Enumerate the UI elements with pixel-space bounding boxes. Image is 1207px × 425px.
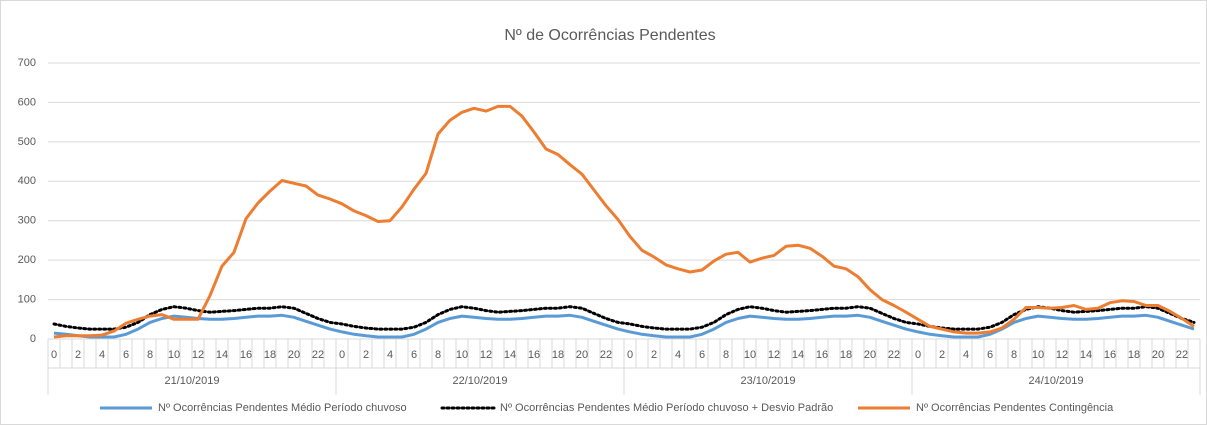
x-tick-label: 0	[915, 349, 921, 361]
y-tick-label: 500	[18, 136, 36, 148]
x-tick-label: 14	[504, 349, 516, 361]
x-tick-label: 2	[363, 349, 369, 361]
legend-label: Nº Ocorrências Pendentes Contingência	[916, 402, 1114, 414]
legend-label: Nº Ocorrências Pendentes Médio Período c…	[158, 402, 407, 414]
x-tick-label: 10	[168, 349, 180, 361]
x-tick-label: 4	[387, 349, 393, 361]
x-tick-label: 2	[651, 349, 657, 361]
x-tick-label: 6	[699, 349, 705, 361]
legend-label: Nº Ocorrências Pendentes Médio Período c…	[500, 402, 833, 414]
x-tick-label: 10	[1032, 349, 1044, 361]
x-tick-label: 4	[963, 349, 969, 361]
x-tick-label: 6	[411, 349, 417, 361]
y-tick-label: 100	[18, 293, 36, 305]
x-group-label: 22/10/2019	[452, 375, 507, 387]
x-tick-label: 6	[123, 349, 129, 361]
x-tick-label: 18	[552, 349, 564, 361]
x-group-label: 24/10/2019	[1028, 375, 1083, 387]
x-tick-label: 22	[600, 349, 612, 361]
y-tick-label: 400	[18, 175, 36, 187]
series-line	[52, 305, 1196, 331]
y-tick-label: 700	[18, 57, 36, 69]
x-tick-label: 20	[576, 349, 588, 361]
x-tick-label: 14	[216, 349, 228, 361]
x-tick-label: 12	[192, 349, 204, 361]
x-tick-label: 4	[675, 349, 681, 361]
x-tick-label: 4	[99, 349, 105, 361]
x-tick-label: 14	[1080, 349, 1092, 361]
x-tick-label: 22	[312, 349, 324, 361]
y-tick-label: 300	[18, 215, 36, 227]
x-tick-label: 22	[888, 349, 900, 361]
x-tick-label: 12	[480, 349, 492, 361]
x-tick-label: 8	[435, 349, 441, 361]
chart-title: Nº de Ocorrências Pendentes	[504, 27, 715, 44]
x-tick-label: 12	[768, 349, 780, 361]
y-tick-label: 0	[30, 333, 36, 345]
y-tick-label: 200	[18, 254, 36, 266]
x-tick-label: 2	[939, 349, 945, 361]
x-tick-label: 18	[1128, 349, 1140, 361]
x-tick-label: 16	[1104, 349, 1116, 361]
x-tick-label: 16	[240, 349, 252, 361]
x-tick-label: 18	[840, 349, 852, 361]
x-tick-label: 8	[147, 349, 153, 361]
x-tick-label: 0	[339, 349, 345, 361]
x-tick-label: 22	[1176, 349, 1188, 361]
x-tick-label: 2	[75, 349, 81, 361]
x-tick-label: 10	[744, 349, 756, 361]
x-tick-label: 14	[792, 349, 804, 361]
x-group-label: 23/10/2019	[740, 375, 795, 387]
x-tick-label: 8	[723, 349, 729, 361]
x-tick-label: 18	[264, 349, 276, 361]
x-tick-label: 20	[864, 349, 876, 361]
x-tick-label: 16	[528, 349, 540, 361]
x-tick-label: 0	[51, 349, 57, 361]
x-tick-label: 6	[987, 349, 993, 361]
x-tick-label: 20	[288, 349, 300, 361]
x-tick-label: 12	[1056, 349, 1068, 361]
x-tick-label: 20	[1152, 349, 1164, 361]
x-tick-label: 16	[816, 349, 828, 361]
x-tick-label: 0	[627, 349, 633, 361]
x-group-label: 21/10/2019	[164, 375, 219, 387]
y-tick-label: 600	[18, 96, 36, 108]
x-tick-label: 10	[456, 349, 468, 361]
series-line	[53, 104, 1195, 339]
x-tick-label: 8	[1011, 349, 1017, 361]
